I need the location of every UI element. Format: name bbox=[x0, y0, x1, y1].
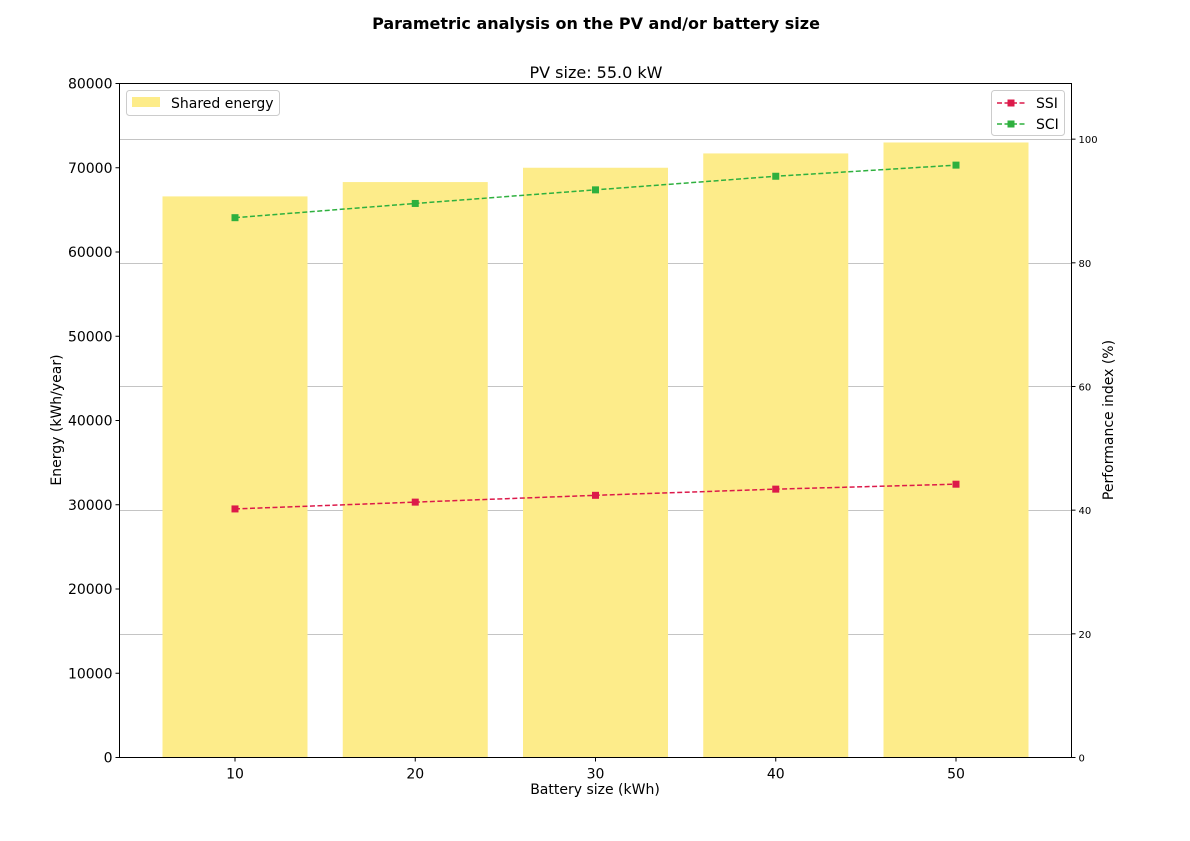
chart-subtitle: PV size: 55.0 kW bbox=[530, 63, 663, 82]
x-axis-label: Battery size (kWh) bbox=[530, 782, 660, 798]
point-sci-20 bbox=[411, 199, 419, 207]
x-tick-label-30: 30 bbox=[587, 767, 605, 783]
right-tick-label-80: 80 bbox=[1079, 259, 1092, 270]
right-tick-label-60: 60 bbox=[1079, 382, 1092, 393]
x-tick-label-50: 50 bbox=[947, 767, 965, 783]
bar-battery-10 bbox=[162, 196, 308, 758]
right-axis: 0 20 40 60 80 100 bbox=[1071, 135, 1098, 765]
point-sci-30 bbox=[592, 186, 599, 194]
right-tick-label-40: 40 bbox=[1079, 506, 1092, 517]
left-axis: 0 10000 20000 30000 40000 50000 60000 70000 8000… bbox=[68, 77, 120, 767]
left-tick-label-60000: 60000 bbox=[68, 245, 113, 261]
left-tick-label-50000: 50000 bbox=[68, 329, 113, 345]
legend-shared-energy-label: Shared energy bbox=[171, 96, 274, 112]
left-tick-label-40000: 40000 bbox=[68, 414, 113, 430]
legend-sci-label: SCI bbox=[1036, 117, 1059, 133]
point-ssi-30 bbox=[592, 491, 599, 499]
figure-title: Parametric analysis on the PV and/or bat… bbox=[372, 14, 820, 33]
bar-battery-20 bbox=[342, 182, 488, 758]
point-ssi-50 bbox=[952, 480, 960, 488]
left-tick-label-0: 0 bbox=[104, 751, 113, 767]
point-ssi-10 bbox=[231, 505, 239, 513]
legend-ssi-label: SSI bbox=[1036, 96, 1058, 112]
point-ssi-40 bbox=[772, 485, 780, 493]
x-axis: 10 20 30 40 50 bbox=[226, 757, 965, 783]
bar-battery-30 bbox=[523, 167, 668, 758]
legend-sci-marker bbox=[1007, 120, 1015, 128]
left-tick-label-80000: 80000 bbox=[68, 77, 113, 93]
x-tick-label-40: 40 bbox=[767, 767, 785, 783]
point-sci-50 bbox=[952, 161, 960, 169]
left-tick-label-70000: 70000 bbox=[68, 161, 113, 177]
left-tick-label-20000: 20000 bbox=[68, 582, 113, 598]
legend-left: Shared energy bbox=[126, 90, 280, 116]
right-tick-label-0: 0 bbox=[1079, 754, 1085, 765]
bar-series bbox=[162, 142, 1029, 758]
left-tick-label-30000: 30000 bbox=[68, 498, 113, 514]
legend-shared-energy-swatch bbox=[132, 97, 160, 107]
left-tick-label-10000: 10000 bbox=[68, 666, 113, 682]
point-ssi-20 bbox=[411, 498, 419, 506]
line-series bbox=[231, 161, 960, 513]
x-tick-label-20: 20 bbox=[406, 767, 424, 783]
point-sci-40 bbox=[772, 172, 780, 180]
legend-left-box bbox=[126, 90, 280, 116]
bar-battery-40 bbox=[703, 153, 849, 758]
bar-battery-50 bbox=[883, 142, 1029, 758]
right-tick-label-20: 20 bbox=[1079, 630, 1092, 641]
right-tick-label-100: 100 bbox=[1079, 135, 1098, 146]
legend-right: SSI SCI bbox=[991, 90, 1065, 136]
legend-ssi-marker bbox=[1007, 99, 1015, 107]
x-tick-label-10: 10 bbox=[226, 767, 244, 783]
y2-axis-label: Performance index (%) bbox=[1101, 340, 1117, 500]
y-axis-label: Energy (kWh/year) bbox=[49, 354, 65, 485]
point-sci-10 bbox=[231, 214, 239, 222]
